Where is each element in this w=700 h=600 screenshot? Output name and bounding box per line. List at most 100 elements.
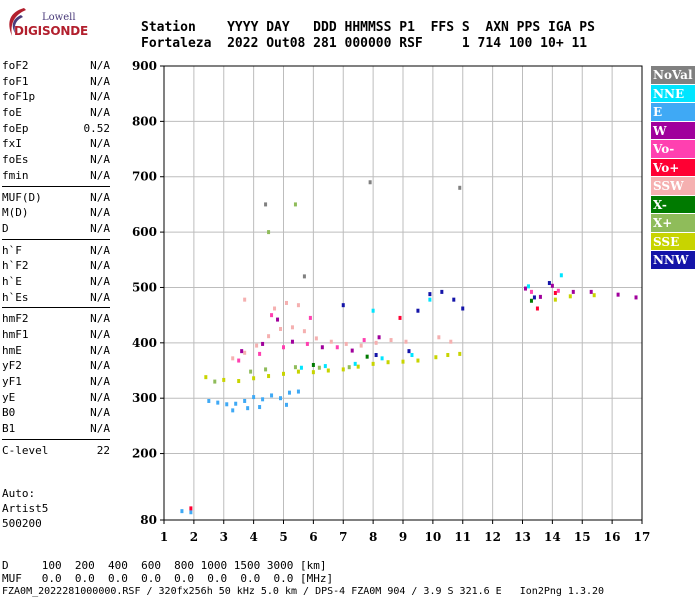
echo-point-sse — [568, 294, 572, 299]
param-label: fmin — [2, 168, 29, 182]
echo-point-x- — [249, 369, 253, 374]
legend-item-x-: X- — [651, 195, 695, 214]
param-value: N/A — [90, 221, 110, 235]
echo-point-noval — [458, 185, 462, 190]
param-row: M(D) N/A — [2, 205, 110, 221]
echo-point-vo- — [398, 315, 402, 320]
param-row: B1 N/A — [2, 421, 110, 437]
echo-point-ssw — [284, 300, 288, 305]
param-row: yE N/A — [2, 390, 110, 406]
param-row: hmF1 N/A — [2, 327, 110, 343]
echo-point-e — [225, 402, 229, 407]
digisonde-logo: Lowell DIGISONDE — [4, 6, 88, 42]
param-row: B0 N/A — [2, 405, 110, 421]
echo-point-ssw — [273, 306, 277, 311]
echo-point-ssw — [344, 341, 348, 346]
echo-point-nnw — [440, 289, 444, 294]
echo-point-ssw — [267, 334, 271, 339]
param-row: fxI N/A — [2, 136, 110, 152]
echo-point-vo- — [189, 506, 193, 511]
echo-point-vo- — [282, 345, 285, 350]
divider — [2, 307, 110, 309]
param-value: N/A — [90, 312, 110, 326]
param-label: C-level — [2, 443, 49, 457]
x-tick-label: 12 — [484, 530, 501, 544]
param-group-profile: hmF2 N/A hmF1 N/A hmE N/A yF2 N/A yF1 N/A yE N… — [2, 311, 110, 437]
echo-point-w — [290, 339, 294, 344]
y-tick-label: 400 — [132, 336, 157, 350]
echo-point-e — [258, 405, 262, 410]
param-label: fxI — [2, 137, 22, 151]
echo-point-x- — [267, 230, 271, 235]
echo-point-sse — [252, 376, 256, 381]
echo-point-vo- — [237, 358, 241, 363]
param-row: h`F N/A — [2, 243, 110, 259]
echo-point-ssw — [255, 343, 259, 348]
echo-point-x- — [293, 365, 297, 370]
param-value: 0.52 — [83, 121, 111, 135]
echo-point-nne — [323, 364, 327, 369]
logo-lowell-text: Lowell — [42, 12, 76, 23]
echo-point-e — [207, 398, 211, 403]
echo-point-w — [634, 295, 638, 300]
param-value: N/A — [90, 59, 110, 72]
y-tick-label: 300 — [132, 391, 157, 405]
param-row: h`E N/A — [2, 274, 110, 290]
echo-point-nnw — [547, 281, 551, 286]
footer-file-info: FZA0M_2022281000000.RSF / 320fx256h 50 k… — [2, 586, 605, 597]
param-row: foE N/A — [2, 105, 110, 121]
echo-point-vo- — [535, 306, 539, 311]
x-tick-label: 10 — [425, 530, 442, 544]
echo-point-sse — [222, 377, 226, 382]
echo-point-nnw — [416, 308, 420, 313]
param-value: N/A — [90, 290, 110, 304]
x-tick-label: 7 — [339, 530, 347, 544]
echo-point-nne — [299, 365, 303, 370]
echo-point-ssw — [243, 350, 247, 355]
param-label: hmF2 — [2, 312, 29, 326]
param-label: foEp — [2, 121, 29, 135]
echo-point-ssw — [359, 343, 363, 348]
param-label: foE — [2, 106, 22, 120]
header-values: Fortaleza 2022 Out08 281 000000 RSF 1 71… — [141, 36, 588, 51]
param-value: N/A — [90, 375, 110, 389]
autoscaling-info: Auto: Artist5 500200 — [2, 486, 48, 531]
echo-point-sse — [267, 374, 271, 379]
echo-point-sse — [553, 297, 557, 302]
echo-point-ssw — [243, 297, 247, 302]
echo-point-ssw — [389, 338, 393, 343]
echo-point-w — [276, 317, 280, 322]
x-tick-label: 13 — [514, 530, 531, 544]
param-row: foF1p N/A — [2, 89, 110, 105]
echo-point-sse — [592, 293, 596, 298]
footer-distance-row: D 100 200 400 600 800 1000 1500 3000 [km… — [2, 559, 327, 572]
echo-point-sse — [401, 359, 405, 364]
echo-point-sse — [326, 368, 330, 373]
echo-point-w — [320, 345, 324, 350]
param-value: N/A — [90, 106, 110, 120]
divider — [2, 438, 110, 440]
param-label: h`E — [2, 274, 22, 288]
param-value: N/A — [90, 168, 110, 182]
echo-point-e — [296, 389, 300, 394]
header-labels: Station YYYY DAY DDD HHMMSS P1 FFS S AXN… — [141, 20, 595, 35]
echo-point-e — [270, 393, 274, 398]
param-value: N/A — [90, 359, 110, 373]
echo-point-sse — [386, 360, 390, 365]
param-value: 22 — [96, 443, 110, 457]
x-tick-label: 14 — [544, 530, 561, 544]
x-axis-ticks: 1 2 3 4 5 6 7 8 9 10 11 12 13 14 15 16 17 — [160, 520, 650, 544]
echo-point-e — [243, 398, 247, 403]
echo-point-noval — [368, 180, 372, 185]
logo-digisonde-text: DIGISONDE — [14, 24, 88, 38]
echo-point-nne — [371, 308, 375, 313]
legend-item-e: E — [651, 103, 695, 122]
echo-point-sse — [416, 358, 420, 363]
param-group-virtual-heights: h`F N/A h`F2 N/A h`E N/A h`Es N/A — [2, 243, 110, 306]
param-label: hmE — [2, 343, 22, 357]
echo-point-e — [189, 510, 193, 515]
echo-point-x- — [317, 365, 321, 370]
echo-point-w — [616, 292, 620, 297]
echo-point-nnw — [461, 306, 465, 311]
legend-item-x-: X+ — [651, 214, 695, 233]
